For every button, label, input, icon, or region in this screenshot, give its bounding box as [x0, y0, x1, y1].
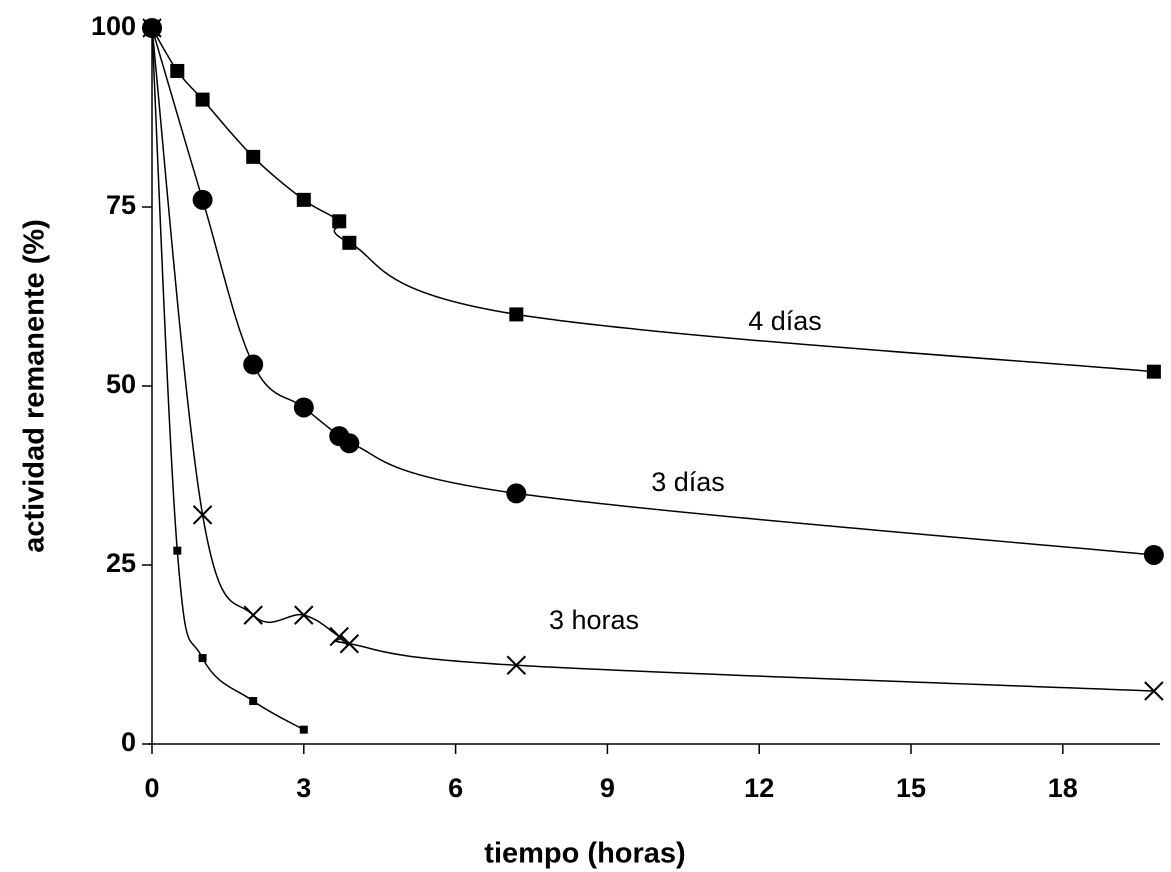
marker	[243, 605, 263, 625]
marker	[506, 483, 527, 504]
marker	[506, 655, 527, 675]
x-tick-label: 9	[600, 773, 615, 803]
x-tick-label: 18	[1048, 773, 1078, 803]
marker	[329, 626, 349, 647]
marker	[299, 725, 308, 734]
y-axis-title: actividad remanente (%)	[19, 219, 51, 553]
marker	[509, 307, 524, 322]
x-axis-title: tiempo (horas)	[484, 838, 685, 870]
marker	[296, 192, 311, 207]
marker	[1144, 681, 1164, 701]
marker	[195, 92, 210, 107]
marker	[249, 697, 258, 706]
x-tick-label: 0	[144, 773, 159, 803]
marker	[148, 24, 156, 32]
series-line	[151, 27, 1154, 692]
marker	[170, 63, 185, 78]
x-tick-label: 3	[296, 773, 311, 803]
y-tick-label: 25	[106, 548, 136, 578]
marker	[294, 605, 314, 625]
marker	[332, 214, 347, 229]
series-label: 3 días	[651, 467, 725, 497]
marker	[198, 654, 207, 663]
marker	[1146, 364, 1161, 379]
marker	[293, 397, 314, 418]
marker	[243, 354, 264, 375]
marker	[342, 235, 357, 250]
series-line	[151, 27, 305, 731]
x-tick-label: 12	[744, 773, 774, 803]
marker	[339, 634, 360, 654]
marker	[246, 149, 261, 164]
x-tick-label: 6	[448, 773, 463, 803]
y-tick-label: 75	[106, 190, 136, 220]
series-label: 3 horas	[549, 605, 639, 635]
y-tick-label: 50	[106, 369, 136, 399]
series-label: 4 días	[748, 306, 822, 336]
marker	[173, 546, 182, 555]
x-tick-label: 15	[896, 773, 926, 803]
y-tick-label: 0	[121, 727, 136, 757]
marker	[192, 189, 213, 210]
marker	[1143, 544, 1164, 565]
y-tick-label: 100	[91, 11, 136, 41]
marker	[192, 505, 213, 525]
marker	[339, 433, 360, 454]
